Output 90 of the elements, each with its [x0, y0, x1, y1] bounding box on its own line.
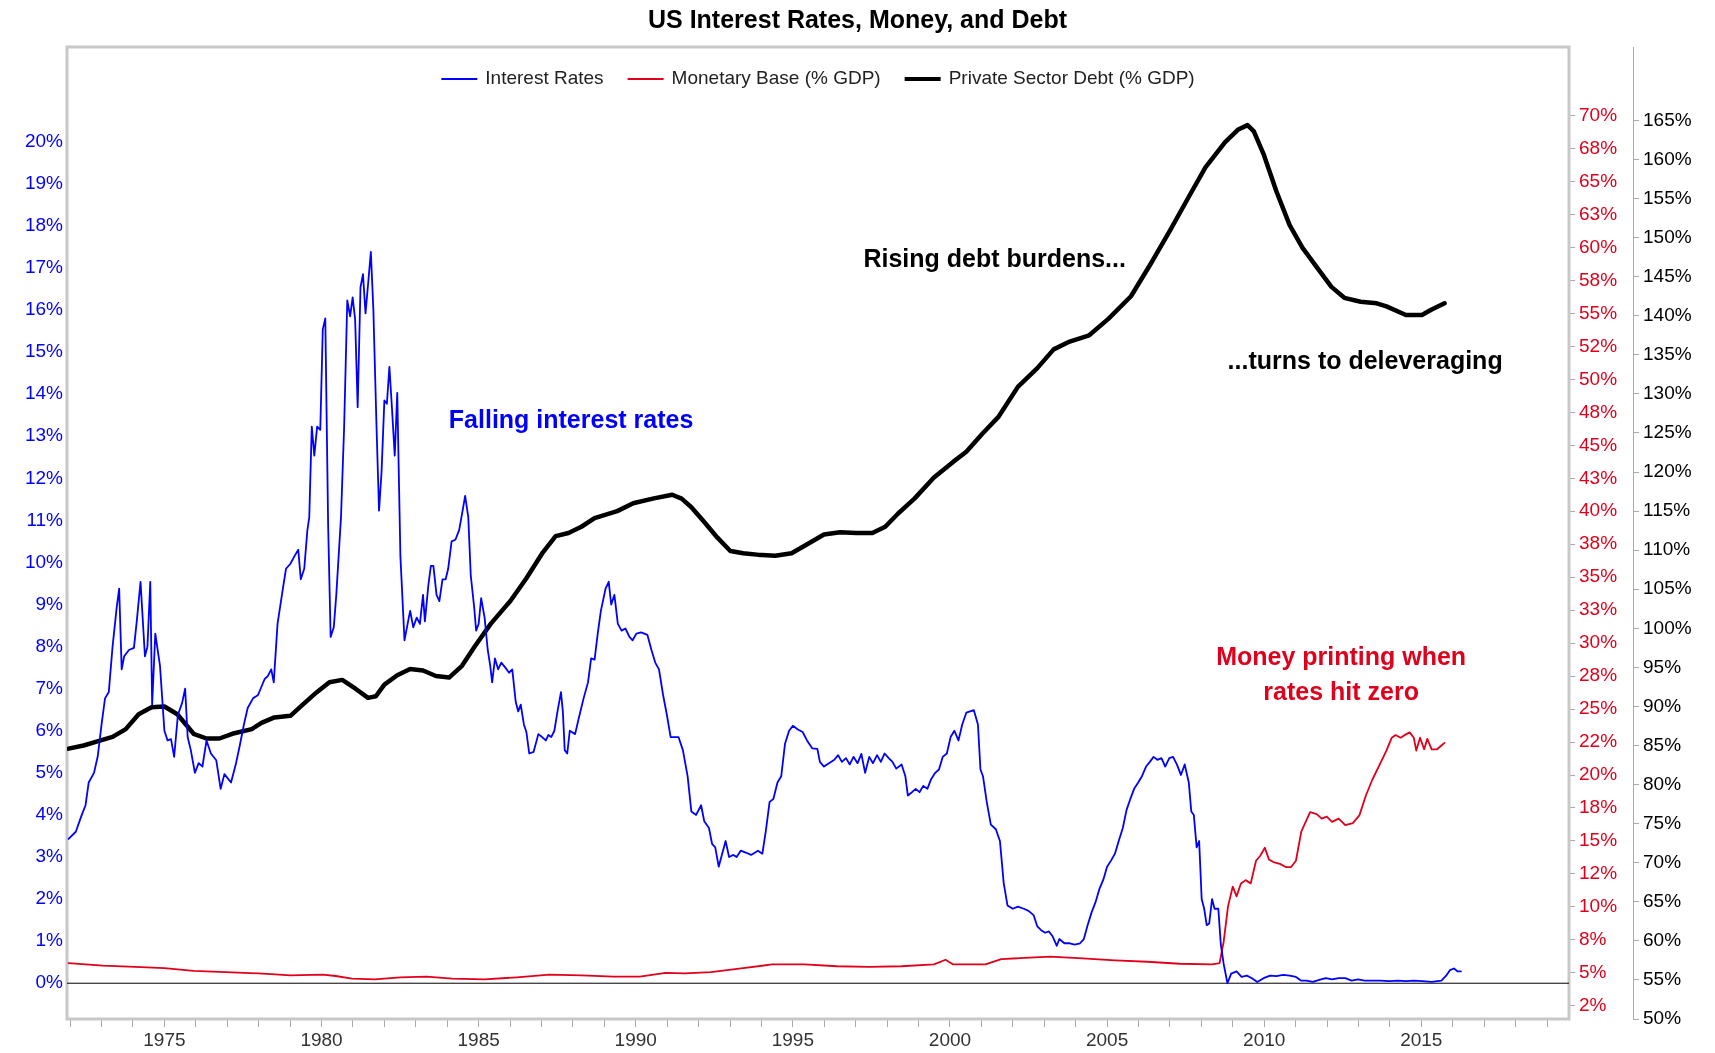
y-tick-label: 0% — [35, 971, 64, 993]
y3-tick-label: 165% — [1643, 108, 1692, 130]
y-tick-label: 9% — [35, 592, 64, 614]
x-tick-label: 2000 — [928, 1028, 972, 1050]
legend-label: Interest Rates — [485, 67, 604, 89]
x-tick-label: 2015 — [1400, 1028, 1443, 1050]
y2-tick-label: 38% — [1579, 532, 1618, 554]
y3-tick-label: 95% — [1643, 655, 1682, 677]
annotation: Money printing when rates hit zero — [1216, 642, 1467, 706]
y2-tick-label: 5% — [1579, 961, 1607, 983]
y2-tick-label: 70% — [1579, 103, 1618, 125]
y3-tick-label: 135% — [1643, 343, 1692, 365]
y2-tick-label: 15% — [1579, 829, 1618, 851]
x-tick-label: 2005 — [1085, 1028, 1129, 1050]
y2-tick-label: 52% — [1579, 334, 1618, 356]
y2-tick-label: 12% — [1579, 862, 1618, 884]
y3-tick-label: 150% — [1643, 225, 1692, 247]
y2-tick-label: 60% — [1579, 235, 1618, 257]
y-tick-label: 11% — [26, 508, 64, 530]
annotation: ...turns to deleveraging — [1227, 346, 1503, 375]
y3-tick-label: 100% — [1643, 616, 1692, 638]
y-tick-label: 15% — [24, 340, 64, 362]
y2-tick-label: 18% — [1579, 796, 1618, 818]
y-tick-label: 1% — [35, 929, 64, 951]
y2-tick-label: 68% — [1579, 136, 1618, 158]
y2-tick-label: 35% — [1579, 565, 1618, 587]
legend-label: Monetary Base (% GDP) — [671, 67, 881, 89]
y3-tick-label: 75% — [1643, 811, 1682, 833]
y2-tick-label: 48% — [1579, 400, 1618, 422]
y2-tick-label: 45% — [1579, 433, 1618, 455]
y-tick-label: 2% — [35, 887, 64, 909]
y2-tick-label: 28% — [1579, 664, 1618, 686]
y2-tick-label: 2% — [1579, 994, 1607, 1016]
y3-tick-label: 120% — [1643, 460, 1692, 482]
y-tick-label: 4% — [35, 803, 64, 825]
y3-tick-label: 140% — [1643, 304, 1692, 326]
y2-tick-label: 10% — [1579, 895, 1618, 917]
y-tick-label: 14% — [24, 382, 64, 404]
x-tick-label: 1985 — [457, 1028, 500, 1050]
y-tick-label: 8% — [35, 634, 64, 656]
y2-tick-label: 30% — [1579, 631, 1618, 653]
y2-tick-label: 33% — [1579, 598, 1618, 620]
y2-tick-label: 25% — [1579, 697, 1618, 719]
y3-tick-label: 125% — [1643, 421, 1692, 443]
y3-tick-label: 55% — [1643, 968, 1682, 990]
y-tick-label: 20% — [24, 129, 64, 151]
y-tick-label: 5% — [35, 761, 64, 783]
y3-tick-label: 70% — [1643, 850, 1682, 872]
y3-tick-label: 50% — [1643, 1007, 1682, 1029]
x-tick-label: 1980 — [300, 1028, 343, 1050]
y3-tick-label: 65% — [1643, 890, 1682, 912]
y2-tick-label: 43% — [1579, 466, 1618, 488]
y-tick-label: 17% — [24, 256, 64, 278]
y3-tick-label: 110% — [1643, 538, 1691, 560]
y2-tick-label: 58% — [1579, 268, 1618, 290]
y3-tick-label: 85% — [1643, 733, 1682, 755]
annotation: Rising debt burdens... — [863, 243, 1126, 272]
y3-tick-label: 90% — [1643, 694, 1682, 716]
y-tick-label: 18% — [24, 214, 64, 236]
y2-tick-label: 63% — [1579, 202, 1618, 224]
y2-tick-label: 22% — [1579, 730, 1618, 752]
x-tick-label: 1995 — [771, 1028, 814, 1050]
y3-tick-label: 155% — [1643, 186, 1692, 208]
y3-tick-label: 115% — [1643, 499, 1691, 521]
annotation: Falling interest rates — [448, 405, 694, 434]
y3-tick-label: 160% — [1643, 147, 1692, 169]
x-tick-label: 1990 — [614, 1028, 657, 1050]
y-tick-label: 10% — [24, 550, 64, 572]
x-tick-label: 1975 — [143, 1028, 186, 1050]
y3-tick-label: 105% — [1643, 577, 1692, 599]
x-tick-label: 2010 — [1243, 1028, 1286, 1050]
y2-tick-label: 50% — [1579, 367, 1618, 389]
y-tick-label: 16% — [24, 298, 64, 320]
y2-tick-label: 20% — [1579, 763, 1618, 785]
chart-title: US Interest Rates, Money, and Debt — [647, 4, 1068, 33]
y3-tick-label: 80% — [1643, 772, 1682, 794]
y-tick-label: 3% — [35, 845, 64, 867]
y-tick-label: 6% — [35, 719, 64, 740]
y3-tick-label: 130% — [1643, 382, 1692, 404]
y-tick-label: 12% — [24, 466, 64, 488]
y2-tick-label: 55% — [1579, 301, 1618, 323]
y3-tick-label: 60% — [1643, 929, 1682, 951]
y3-tick-label: 145% — [1643, 264, 1692, 286]
y-tick-label: 13% — [24, 424, 64, 446]
y-tick-label: 7% — [35, 676, 64, 698]
y2-tick-label: 8% — [1579, 928, 1607, 950]
y2-tick-label: 65% — [1579, 169, 1618, 191]
y-tick-label: 19% — [24, 171, 64, 193]
y2-tick-label: 40% — [1579, 499, 1618, 521]
legend-label: Private Sector Debt (% GDP) — [948, 67, 1195, 89]
